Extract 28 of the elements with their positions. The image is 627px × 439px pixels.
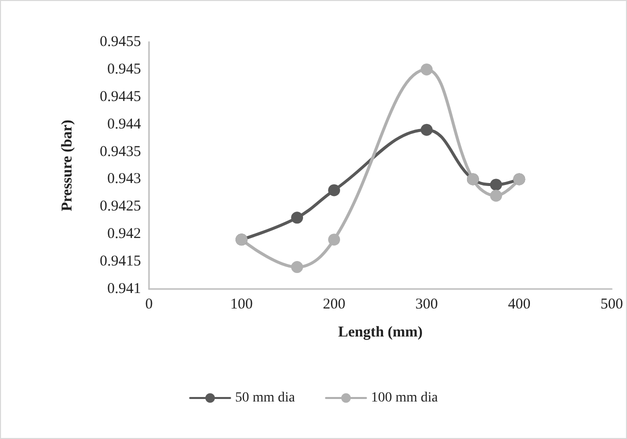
x-tick-label: 500 [600, 296, 623, 312]
legend-label: 50 mm dia [235, 390, 296, 406]
y-axis-title: Pressure (bar) [60, 120, 76, 212]
y-tick-label: 0.942 [107, 226, 141, 242]
point [420, 124, 433, 136]
legend-label: 100 mm dia [371, 390, 439, 406]
point [490, 190, 502, 202]
y-tick-label: 0.9425 [100, 198, 141, 215]
y-tick-label: 0.943 [107, 171, 141, 188]
point [291, 212, 304, 224]
x-tick-label: 0 [145, 296, 153, 312]
point [328, 234, 340, 246]
point [328, 184, 340, 196]
point [291, 261, 304, 274]
point [490, 178, 502, 191]
y-tick-label: 0.9445 [100, 88, 141, 105]
y-tick-label: 0.941 [107, 281, 141, 297]
x-tick-label: 100 [230, 296, 253, 312]
y-tick-label: 0.9455 [100, 34, 141, 50]
y-tick-label: 0.9415 [100, 254, 141, 270]
x-tick-label: 200 [322, 296, 346, 312]
y-tick-label: 0.9435 [100, 144, 141, 160]
x-tick-label: 400 [508, 296, 530, 312]
y-tick-label: 0.944 [107, 116, 142, 132]
point [420, 63, 433, 76]
x-axis-title: Length (mm) [338, 324, 423, 340]
x-tick-label: 300 [415, 296, 438, 312]
y-tick-label: 0.945 [107, 61, 141, 78]
